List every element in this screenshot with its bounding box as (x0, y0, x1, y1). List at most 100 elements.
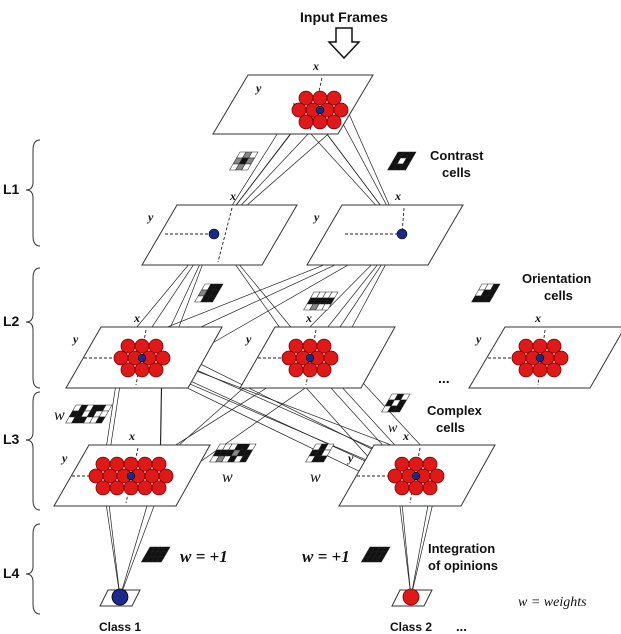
neuron-red (95, 480, 111, 496)
cluster-l2-mid (281, 338, 339, 378)
x-axis-label: x (312, 59, 319, 73)
neuron-red (429, 468, 445, 484)
neuron-red (333, 102, 349, 118)
neuron-red (288, 362, 304, 378)
weight-label-complex: w (388, 421, 398, 436)
layer-label-l2: L2 (3, 313, 20, 329)
layer-label-l3: L3 (3, 431, 20, 447)
neuron-red (546, 338, 562, 354)
orientation-label-1: Orientation (522, 271, 591, 286)
complex-label-1: Complex (427, 403, 483, 418)
layer2-ellipsis: ... (438, 370, 450, 386)
neuron-red (158, 468, 174, 484)
neuron-red (298, 114, 314, 130)
kernel-plus-left (140, 546, 171, 563)
neuron-red (120, 362, 136, 378)
kernel-cell (239, 455, 250, 463)
kernel-cell (155, 556, 165, 563)
kernel-l3-mid (209, 443, 257, 463)
connection-line (410, 489, 437, 598)
kernel-complex-left (65, 404, 113, 424)
kernel-cell (241, 163, 252, 171)
connection-line (119, 489, 161, 598)
neuron-l1-right (396, 228, 408, 240)
neuron-red (326, 114, 342, 130)
neuron-red (326, 90, 342, 106)
class-ellipsis: ... (456, 619, 467, 634)
neuron-red (422, 456, 438, 472)
neuron-red (553, 350, 569, 366)
plane-shape (306, 204, 464, 266)
neuron-center-blue (315, 105, 325, 115)
neuron-red (532, 362, 548, 378)
output-neuron-class2 (402, 588, 420, 606)
y-axis-label: y (60, 451, 68, 465)
title: Input Frames (300, 9, 388, 25)
neuron-center-blue (411, 471, 421, 481)
contrast-label-1: Contrast (430, 148, 484, 163)
plane-l1-left: xy (141, 189, 298, 266)
plane-shape (212, 74, 374, 135)
kernel-orientation-2 (303, 291, 339, 311)
layer-braces (25, 139, 41, 615)
cluster-l3-right (387, 456, 445, 496)
input-arrow-icon (327, 27, 361, 60)
neuron-red (123, 480, 139, 496)
kernel-cell (393, 405, 404, 413)
layer-label-l1: L1 (3, 181, 20, 197)
neuron-center-blue (137, 353, 147, 363)
neuron-red (109, 480, 125, 496)
layer-label-l4: L4 (3, 565, 20, 581)
neuron-red (323, 350, 339, 366)
output-neuron-class1 (111, 588, 129, 606)
contrast-label-2: cells (442, 165, 471, 180)
cluster-l2-left (113, 338, 171, 378)
kernel-l3-right (305, 443, 335, 463)
neuron-red (148, 362, 164, 378)
integration-label-2: of opinions (428, 558, 498, 573)
brace-l4-icon (25, 523, 41, 615)
brace-l3-icon (25, 391, 41, 511)
brace-l2-icon (25, 267, 41, 389)
class2-label: Class 2 (390, 620, 432, 634)
plane-shape (141, 204, 298, 266)
cluster-l2-right (511, 338, 569, 378)
kernel-cell (317, 455, 328, 463)
kernel-cell (483, 295, 494, 303)
weight-plus-right: w = +1 (302, 547, 350, 566)
connection-line (397, 489, 412, 598)
class1-label: Class 1 (99, 620, 141, 634)
kernel-orientation-3 (471, 283, 501, 303)
y-axis-label: y (346, 451, 354, 465)
connection-line (149, 369, 399, 491)
plane-input: xy (212, 59, 374, 135)
neuron-red (151, 456, 167, 472)
plane-l1-right: xy (306, 189, 464, 266)
neuron-center-blue (535, 353, 545, 363)
kernel-contrast-right (387, 151, 417, 171)
neuron-red (302, 362, 318, 378)
neuron-red (408, 480, 424, 496)
neuron-red (148, 338, 164, 354)
connection-line (103, 489, 121, 598)
y-axis-label: y (474, 332, 482, 346)
complex-label-2: cells (436, 420, 465, 435)
kernel-plus-right (360, 546, 391, 563)
neuron-red (316, 362, 332, 378)
neuron-red (518, 362, 534, 378)
neuron-red (316, 338, 332, 354)
x-axis-label: x (394, 189, 401, 203)
kernel-cell (321, 303, 332, 311)
y-axis-label: y (254, 81, 262, 95)
neuron-red (134, 362, 150, 378)
kernel-cell (399, 163, 410, 171)
x-axis-label: x (534, 311, 541, 325)
neuron-red (151, 480, 167, 496)
x-axis-label: x (402, 429, 409, 443)
kernel-cell (375, 556, 385, 563)
weights-legend: w = weights (518, 595, 587, 610)
kernel-complex-right (381, 393, 411, 413)
